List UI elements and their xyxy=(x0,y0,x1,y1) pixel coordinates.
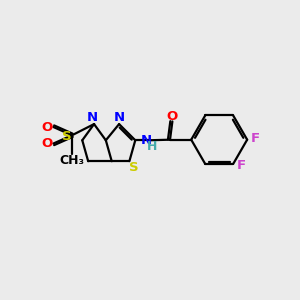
Text: N: N xyxy=(113,111,124,124)
Text: F: F xyxy=(237,159,246,172)
Text: O: O xyxy=(41,121,52,134)
Text: S: S xyxy=(62,130,71,143)
Text: N: N xyxy=(141,134,152,147)
Text: N: N xyxy=(87,111,98,124)
Text: S: S xyxy=(129,161,139,174)
Text: O: O xyxy=(167,110,178,123)
Text: H: H xyxy=(147,140,158,153)
Text: O: O xyxy=(41,137,52,150)
Text: F: F xyxy=(251,132,260,145)
Text: CH₃: CH₃ xyxy=(59,154,85,167)
